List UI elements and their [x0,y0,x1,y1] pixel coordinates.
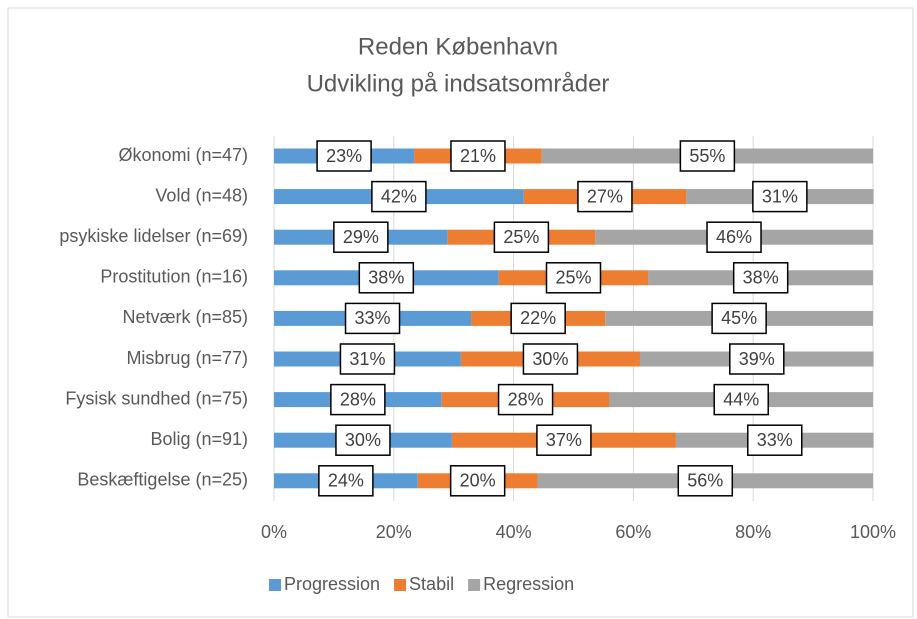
data-label: 39% [739,349,775,369]
data-label: 24% [328,471,364,491]
data-label: 28% [340,389,376,409]
data-label: 22% [520,308,556,328]
data-label-box [729,343,785,375]
data-label-box [493,221,550,253]
x-tick-label: 80% [735,522,771,542]
data-label: 30% [532,349,568,369]
y-tick-label: Beskæftigelse (n=25) [77,470,248,490]
chart-subtitle: Udvikling på indsatsområder [307,70,610,97]
x-tick-label: 20% [376,522,412,542]
data-label-box [318,465,374,497]
y-tick-label: Økonomi (n=47) [118,145,248,165]
legend-swatch [468,579,481,591]
data-label-box [316,140,372,172]
legend-label: Progression [284,574,380,594]
data-label: 38% [743,268,779,288]
data-label-box [732,262,789,294]
data-label: 27% [587,186,623,206]
data-label-box [713,383,769,416]
data-label-box [545,262,602,294]
data-label: 55% [689,146,725,166]
legend-swatch [269,579,281,591]
data-label: 21% [460,146,496,166]
data-label: 31% [762,186,798,206]
legend-label: Regression [483,574,574,594]
data-label: 25% [555,268,591,288]
data-label: 38% [368,268,404,288]
y-tick-label: Fysisk sundhed (n=75) [65,388,248,408]
data-label: 33% [757,430,793,450]
data-label-box [497,383,554,416]
chart-title: Reden København [358,33,558,60]
data-label: 44% [723,389,759,409]
data-label: 45% [721,308,757,328]
data-label: 23% [326,146,362,166]
data-label: 28% [508,389,544,409]
data-label-box [358,262,415,294]
data-label-box [747,424,803,456]
data-label: 42% [381,186,417,206]
data-label-box [679,140,736,172]
y-tick-label: psykiske lidelser (n=69) [59,226,248,246]
data-label: 46% [716,227,752,247]
legend-label: Stabil [409,574,454,594]
data-label-box [577,180,633,213]
data-label-box [711,302,767,335]
y-tick-label: Prostitution (n=16) [100,267,248,287]
data-label-box [333,221,389,253]
x-tick-label: 0% [261,522,287,542]
data-label: 33% [355,308,391,328]
x-tick-label: 100% [850,522,896,542]
data-label-box [344,302,401,335]
legend-swatch [394,579,407,591]
data-label: 25% [503,227,539,247]
data-label-box [371,180,427,213]
data-label: 37% [546,430,582,450]
data-label-box [449,465,506,497]
data-label-box [752,180,808,213]
data-label-box [510,302,566,335]
data-label-box [522,343,579,375]
data-label-box [330,383,386,416]
y-tick-label: Misbrug (n=77) [126,348,248,368]
data-label-box [450,140,506,172]
data-label: 20% [460,471,496,491]
data-label: 30% [345,430,381,450]
data-label-box [677,465,734,497]
data-label: 29% [343,227,379,247]
data-label: 56% [687,471,723,491]
data-label-box [339,343,396,375]
data-label: 31% [349,349,385,369]
data-label-box [706,221,762,253]
x-tick-label: 60% [615,522,651,542]
x-tick-label: 40% [496,522,532,542]
y-tick-label: Vold (n=48) [155,185,248,205]
data-label-box [536,424,592,456]
y-tick-label: Bolig (n=91) [150,429,248,449]
y-tick-label: Netværk (n=85) [122,307,248,327]
data-label-box [335,424,391,456]
